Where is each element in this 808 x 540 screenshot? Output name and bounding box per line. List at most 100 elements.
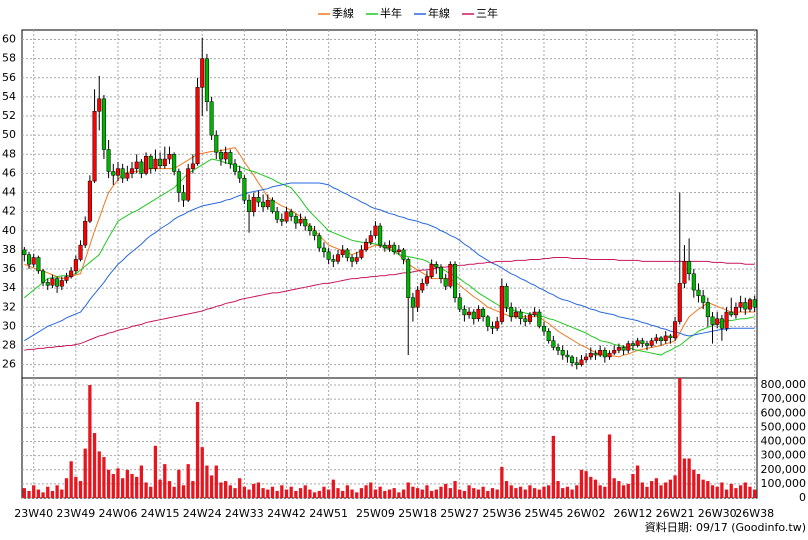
candle-body: [560, 350, 565, 356]
volume-bar: [738, 485, 743, 498]
candle-body: [429, 263, 434, 277]
candle-body: [293, 216, 298, 224]
volume-bar: [36, 489, 41, 498]
volume-bar: [341, 490, 345, 498]
volume-bar: [406, 482, 410, 498]
candle-body: [705, 302, 710, 318]
volume-bar: [228, 485, 232, 498]
candle-body: [59, 280, 64, 287]
candle-body: [743, 302, 748, 310]
y-tick-label: 36: [2, 262, 16, 275]
volume-bar: [668, 479, 673, 498]
volume-bar: [345, 485, 350, 498]
candle-body: [476, 308, 481, 319]
candle-body: [640, 340, 645, 344]
volume-bar: [706, 481, 710, 498]
candle-body: [87, 180, 92, 222]
candle-body: [387, 244, 392, 249]
volume-bar: [64, 478, 69, 498]
candle-body: [92, 111, 97, 182]
candle-body: [673, 321, 678, 339]
candle-body: [64, 276, 69, 281]
volume-bar: [392, 488, 396, 498]
volume-bar: [472, 488, 476, 498]
candle-body: [532, 311, 537, 316]
volume-bar: [125, 469, 129, 498]
volume-bar: [673, 475, 677, 498]
volume-bar: [284, 489, 289, 498]
y-tick-label: 56: [2, 71, 16, 84]
candle-body: [438, 266, 444, 279]
candle-body: [663, 335, 668, 341]
volume-tick-label: 400,000: [761, 435, 807, 448]
volume-bar: [238, 478, 242, 498]
volume-bar: [224, 481, 228, 498]
candle-body: [658, 337, 664, 341]
volume-bar: [275, 490, 279, 498]
candle-body: [237, 171, 242, 179]
volume-bar: [415, 488, 420, 498]
volume-bar: [46, 486, 50, 498]
volume-bar: [720, 482, 724, 498]
candle-body: [298, 219, 303, 224]
candle-body: [570, 356, 575, 363]
candle-body: [73, 259, 78, 272]
candle-body: [410, 297, 415, 308]
volume-bar: [55, 485, 59, 498]
candle-body: [490, 326, 495, 329]
candle-body: [223, 152, 228, 160]
candle-body: [284, 211, 289, 222]
volume-bar: [177, 469, 181, 498]
candle-body: [350, 257, 355, 262]
candle-body: [626, 343, 631, 351]
candle-body: [710, 316, 715, 325]
candle-body: [261, 201, 266, 208]
volume-tick-label: 700,000: [761, 392, 807, 405]
volume-bar: [270, 486, 275, 498]
candle-body: [696, 289, 701, 297]
price-panel: [21, 29, 758, 379]
candle-body: [495, 321, 500, 329]
candle-body: [499, 285, 504, 322]
candle-body: [701, 295, 706, 303]
candle-body: [682, 261, 687, 284]
volume-bar: [710, 485, 715, 498]
candle-body: [265, 199, 270, 208]
y-tick-label: 38: [2, 243, 16, 256]
candle-body: [359, 249, 364, 258]
candle-body: [111, 171, 116, 176]
volume-bar: [322, 486, 326, 498]
candle-body: [97, 98, 102, 112]
candle-body: [31, 257, 36, 265]
candle-body: [214, 134, 219, 153]
volume-bar: [678, 378, 682, 498]
volume-bar: [50, 490, 55, 498]
candle-body: [513, 311, 518, 318]
volume-bar: [444, 483, 448, 498]
x-tick-label: 26W02: [567, 507, 606, 520]
volume-bar: [74, 476, 78, 498]
candle-body: [335, 254, 341, 262]
x-tick-label: 24W24: [183, 507, 222, 520]
candle-body: [654, 337, 659, 341]
candle-body: [148, 155, 153, 169]
volume-bar: [205, 465, 209, 498]
y-tick-label: 42: [2, 205, 16, 218]
candle-body: [373, 225, 378, 236]
candle-body: [691, 273, 696, 291]
volume-bar: [144, 482, 148, 498]
volume-bar: [60, 489, 64, 498]
candle-body: [186, 168, 191, 201]
volume-bar: [121, 478, 125, 498]
y-tick-label: 34: [2, 281, 16, 294]
volume-bar: [664, 482, 668, 498]
volume-bar: [219, 482, 223, 498]
candle-body: [83, 220, 88, 246]
candle-body: [719, 318, 724, 329]
volume-bar: [69, 461, 73, 498]
candle-body: [420, 283, 425, 291]
volume-tick-label: 200,000: [761, 463, 807, 476]
candle-body: [78, 244, 83, 260]
y-tick-label: 54: [2, 90, 16, 103]
